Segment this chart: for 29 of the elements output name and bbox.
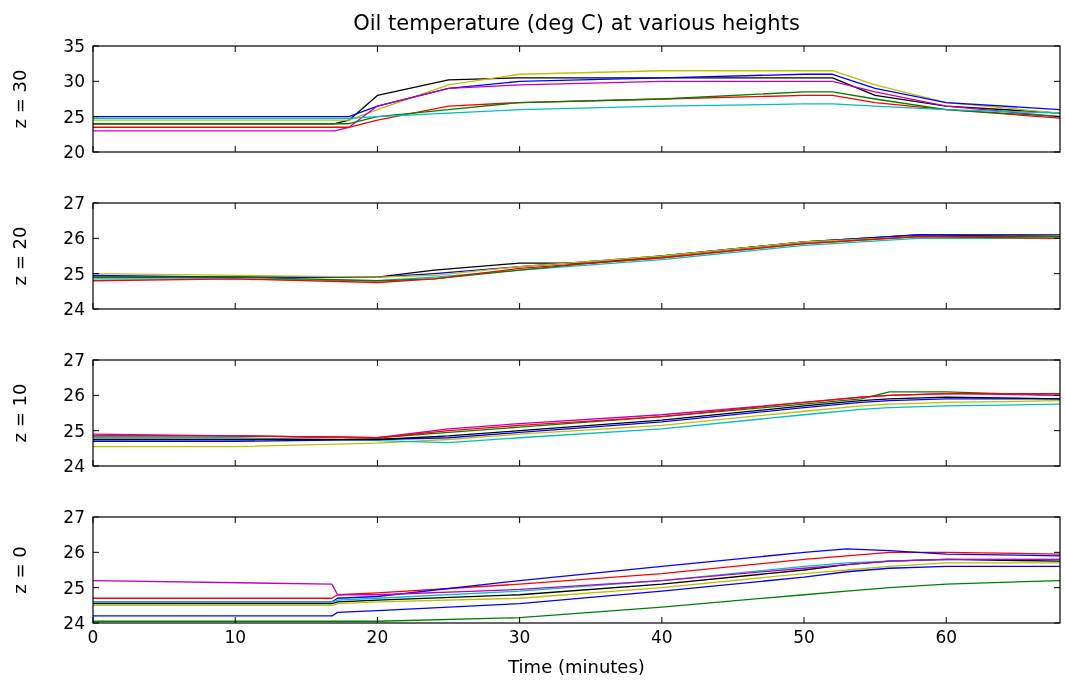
x-tick-label: 50 xyxy=(793,627,815,647)
y-tick-label: 30 xyxy=(63,71,85,92)
y-tick-label: 27 xyxy=(63,192,85,213)
y-tick-label: 26 xyxy=(63,385,85,406)
x-tick-label: 40 xyxy=(651,627,673,647)
y-tick-label: 25 xyxy=(63,420,85,441)
y-tick-label: 27 xyxy=(63,349,85,370)
y-axis-title: z = 0 xyxy=(9,546,30,594)
y-tick-label: 25 xyxy=(63,263,85,284)
y-tick-label: 35 xyxy=(63,35,85,56)
y-tick-label: 26 xyxy=(63,228,85,249)
y-axis-title: z = 10 xyxy=(9,383,30,443)
x-tick-label: 10 xyxy=(224,627,247,647)
y-tick-label: 27 xyxy=(63,506,85,527)
y-tick-label: 25 xyxy=(63,577,85,598)
y-tick-label: 24 xyxy=(63,455,85,476)
y-tick-label: 20 xyxy=(63,141,85,162)
y-tick-label: 24 xyxy=(63,298,85,319)
y-tick-label: 25 xyxy=(63,106,85,127)
y-axis-title: z = 30 xyxy=(9,69,30,129)
x-tick-label: 60 xyxy=(935,627,958,647)
y-axis-title: z = 20 xyxy=(9,226,30,286)
x-tick-label: 30 xyxy=(508,627,531,647)
x-axis-title: Time (minutes) xyxy=(507,656,645,677)
y-tick-label: 24 xyxy=(63,612,85,633)
y-tick-label: 26 xyxy=(63,542,85,563)
x-tick-label: 0 xyxy=(87,627,99,647)
chart-title: Oil temperature (deg C) at various heights xyxy=(353,11,800,35)
x-tick-label: 20 xyxy=(366,627,389,647)
